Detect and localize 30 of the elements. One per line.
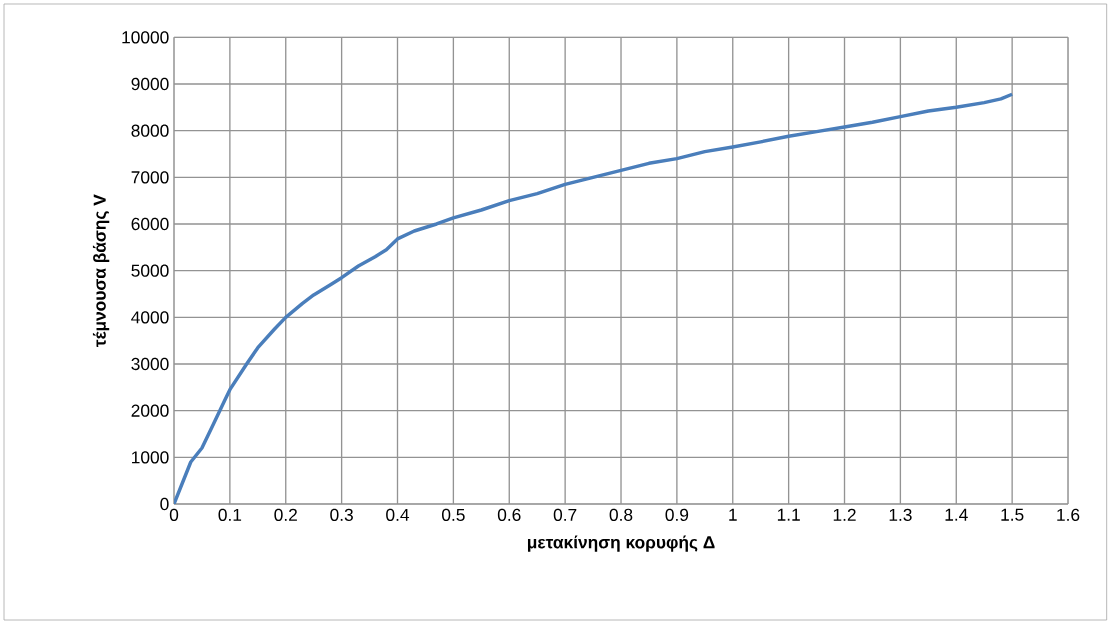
x-tick-label: 0.1 (218, 508, 242, 521)
x-tick-label: 0.4 (386, 508, 410, 521)
x-tick-label: 1.5 (1001, 508, 1024, 521)
x-tick-label: 1.2 (833, 508, 856, 521)
x-tick-label: 0.2 (274, 508, 297, 521)
x-tick-label: 1.1 (777, 508, 800, 521)
x-tick-label: 1.6 (1057, 508, 1080, 521)
y-tick-label: 10000 (122, 31, 169, 44)
y-tick-label: 3000 (131, 357, 169, 371)
x-tick-label: 0 (169, 508, 179, 521)
y-tick-label: 6000 (131, 217, 169, 231)
x-axis-title: μετακίνηση κορυφής Δ (527, 535, 715, 552)
x-tick-label: 1.4 (945, 508, 968, 521)
y-tick-label: 7000 (131, 171, 169, 184)
y-tick-label: 4000 (131, 311, 169, 324)
y-tick-label: 2000 (131, 404, 169, 417)
y-tick-label: 0 (160, 497, 169, 511)
y-tick-label: 9000 (131, 77, 169, 91)
x-tick-label: 1 (729, 508, 737, 521)
x-tick-label: 0.6 (497, 508, 521, 521)
y-tick-label: 5000 (131, 264, 169, 277)
y-tick-label: 8000 (131, 124, 169, 137)
x-tick-label: 1.3 (889, 508, 912, 521)
x-tick-label: 0.9 (665, 508, 689, 521)
x-tick-label: 0.8 (609, 508, 633, 521)
x-tick-label: 0.7 (553, 508, 577, 521)
y-axis-title: τέμνουσα βάσης V (92, 194, 110, 347)
y-tick-label: 1000 (132, 451, 169, 464)
x-tick-label: 0.5 (442, 508, 465, 521)
x-tick-label: 0.3 (330, 508, 353, 521)
